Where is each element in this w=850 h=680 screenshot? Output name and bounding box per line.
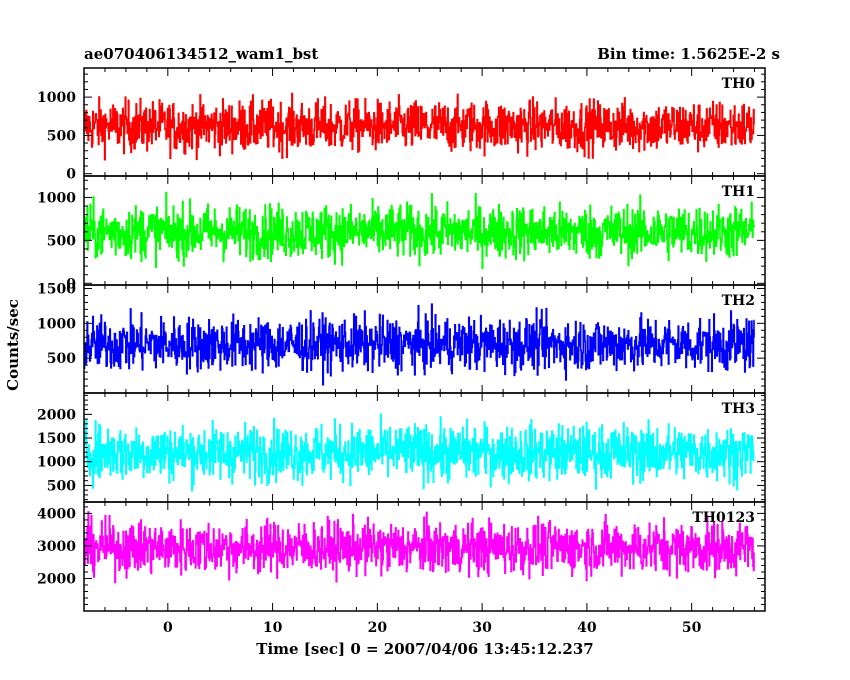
y-tick-label-th0123: 4000 — [37, 506, 76, 522]
x-axis-label: Time [sec] 0 = 2007/04/06 13:45:12.237 — [256, 640, 593, 658]
chart-title-left: ae070406134512_wam1_bst — [84, 45, 318, 63]
y-tick-label-th1: 1000 — [37, 190, 76, 206]
series-th0 — [84, 92, 755, 161]
x-tick-label: 10 — [263, 620, 283, 636]
y-tick-label-th0123: 2000 — [37, 571, 76, 587]
x-tick-label: 50 — [682, 620, 702, 636]
y-tick-label-th3: 500 — [47, 478, 76, 494]
y-tick-label-th3: 1500 — [37, 431, 76, 447]
chart-title-right: Bin time: 1.5625E-2 s — [597, 45, 780, 63]
y-tick-label-th0: 1000 — [37, 90, 76, 106]
y-tick-label-th2: 500 — [47, 351, 76, 367]
panel-label-th1: TH1 — [722, 184, 755, 200]
y-tick-label-th0: 0 — [66, 167, 76, 183]
x-tick-label: 30 — [472, 620, 492, 636]
y-tick-label-th2: 1500 — [37, 281, 76, 297]
panel-label-th0123: TH0123 — [692, 510, 755, 526]
y-tick-label-th3: 1000 — [37, 455, 76, 471]
x-tick-label: 20 — [368, 620, 388, 636]
y-tick-label-th1: 0 — [66, 276, 76, 292]
panel-frame-th0123 — [83, 501, 766, 612]
y-axis-label: Counts/sec — [4, 299, 22, 391]
y-tick-label-th0123: 3000 — [37, 539, 76, 555]
series-th0123 — [84, 511, 755, 584]
x-tick-label: 0 — [163, 620, 173, 636]
panel-label-th2: TH2 — [722, 293, 755, 309]
x-tick-label: 40 — [577, 620, 597, 636]
series-th3 — [84, 413, 755, 492]
series-th1 — [84, 191, 755, 269]
series-th2 — [84, 303, 755, 386]
y-tick-label-th1: 500 — [47, 233, 76, 249]
panel-label-th0: TH0 — [722, 76, 756, 92]
y-tick-label-th2: 1000 — [37, 316, 76, 332]
y-tick-label-th0: 500 — [47, 128, 76, 144]
y-tick-label-th3: 2000 — [37, 407, 76, 423]
panel-label-th3: TH3 — [722, 401, 755, 417]
panel-frame-th2 — [83, 284, 766, 394]
